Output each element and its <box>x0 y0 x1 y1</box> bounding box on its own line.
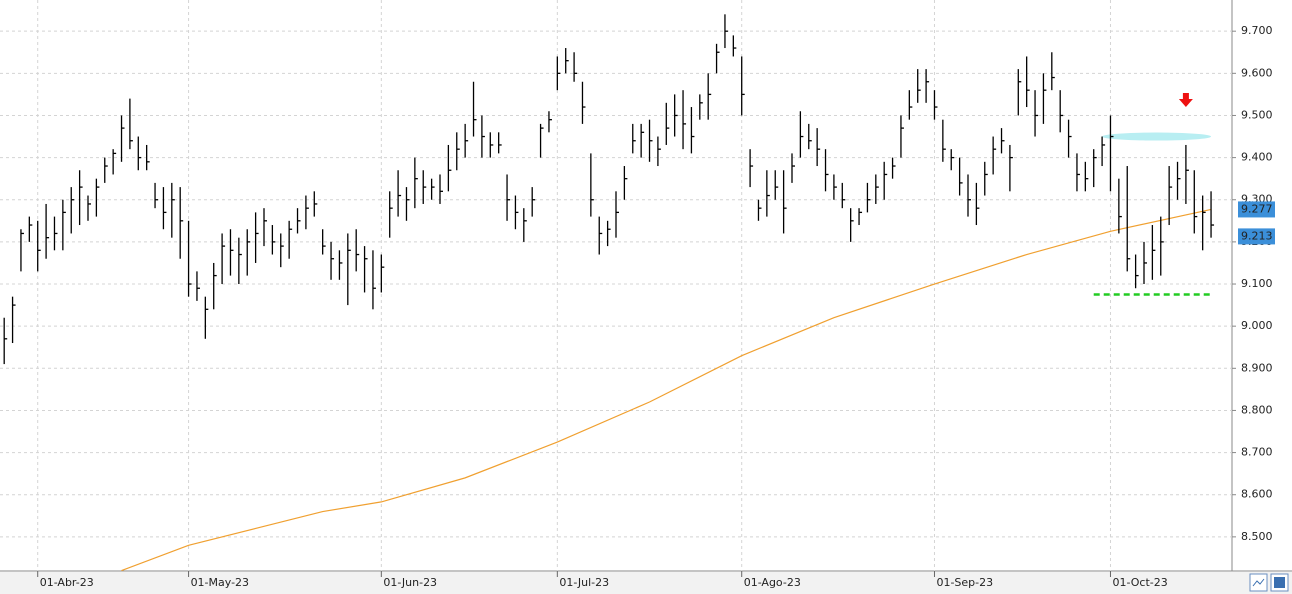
x-tick-label: 01-Jul-23 <box>559 576 609 589</box>
y-tick-label: 9.100 <box>1241 277 1273 290</box>
y-tick-label: 8.500 <box>1241 530 1273 543</box>
x-axis-band <box>0 572 1292 594</box>
resistance-zone <box>1102 132 1212 141</box>
x-tick-label: 01-May-23 <box>191 576 249 589</box>
moving-average <box>121 208 1212 572</box>
y-tick-label: 8.800 <box>1241 403 1273 416</box>
signal-arrow <box>1178 93 1193 108</box>
x-tick-label: 01-Sep-23 <box>936 576 993 589</box>
x-tick-label: 01-Abr-23 <box>40 576 94 589</box>
x-tick-label: 01-Ago-23 <box>744 576 801 589</box>
y-tick-label: 8.900 <box>1241 361 1273 374</box>
x-tick-label: 01-Oct-23 <box>1112 576 1167 589</box>
y-tick-label: 9.600 <box>1241 66 1273 79</box>
y-tick-label: 9.500 <box>1241 108 1273 121</box>
price-badge <box>1238 228 1275 245</box>
zoom-icon <box>1252 578 1265 587</box>
price-badge <box>1238 201 1275 218</box>
y-tick-label: 8.700 <box>1241 446 1273 459</box>
price-label: 9.277 <box>1241 202 1273 215</box>
x-tick-label: 01-Jun-23 <box>383 576 437 589</box>
price-label: 9.213 <box>1241 229 1273 242</box>
y-tick-label: 9.000 <box>1241 319 1273 332</box>
save-icon <box>1274 577 1285 588</box>
y-tick-label: 8.600 <box>1241 488 1273 501</box>
y-tick-label: 9.400 <box>1241 151 1273 164</box>
y-tick-label: 9.700 <box>1241 24 1273 37</box>
